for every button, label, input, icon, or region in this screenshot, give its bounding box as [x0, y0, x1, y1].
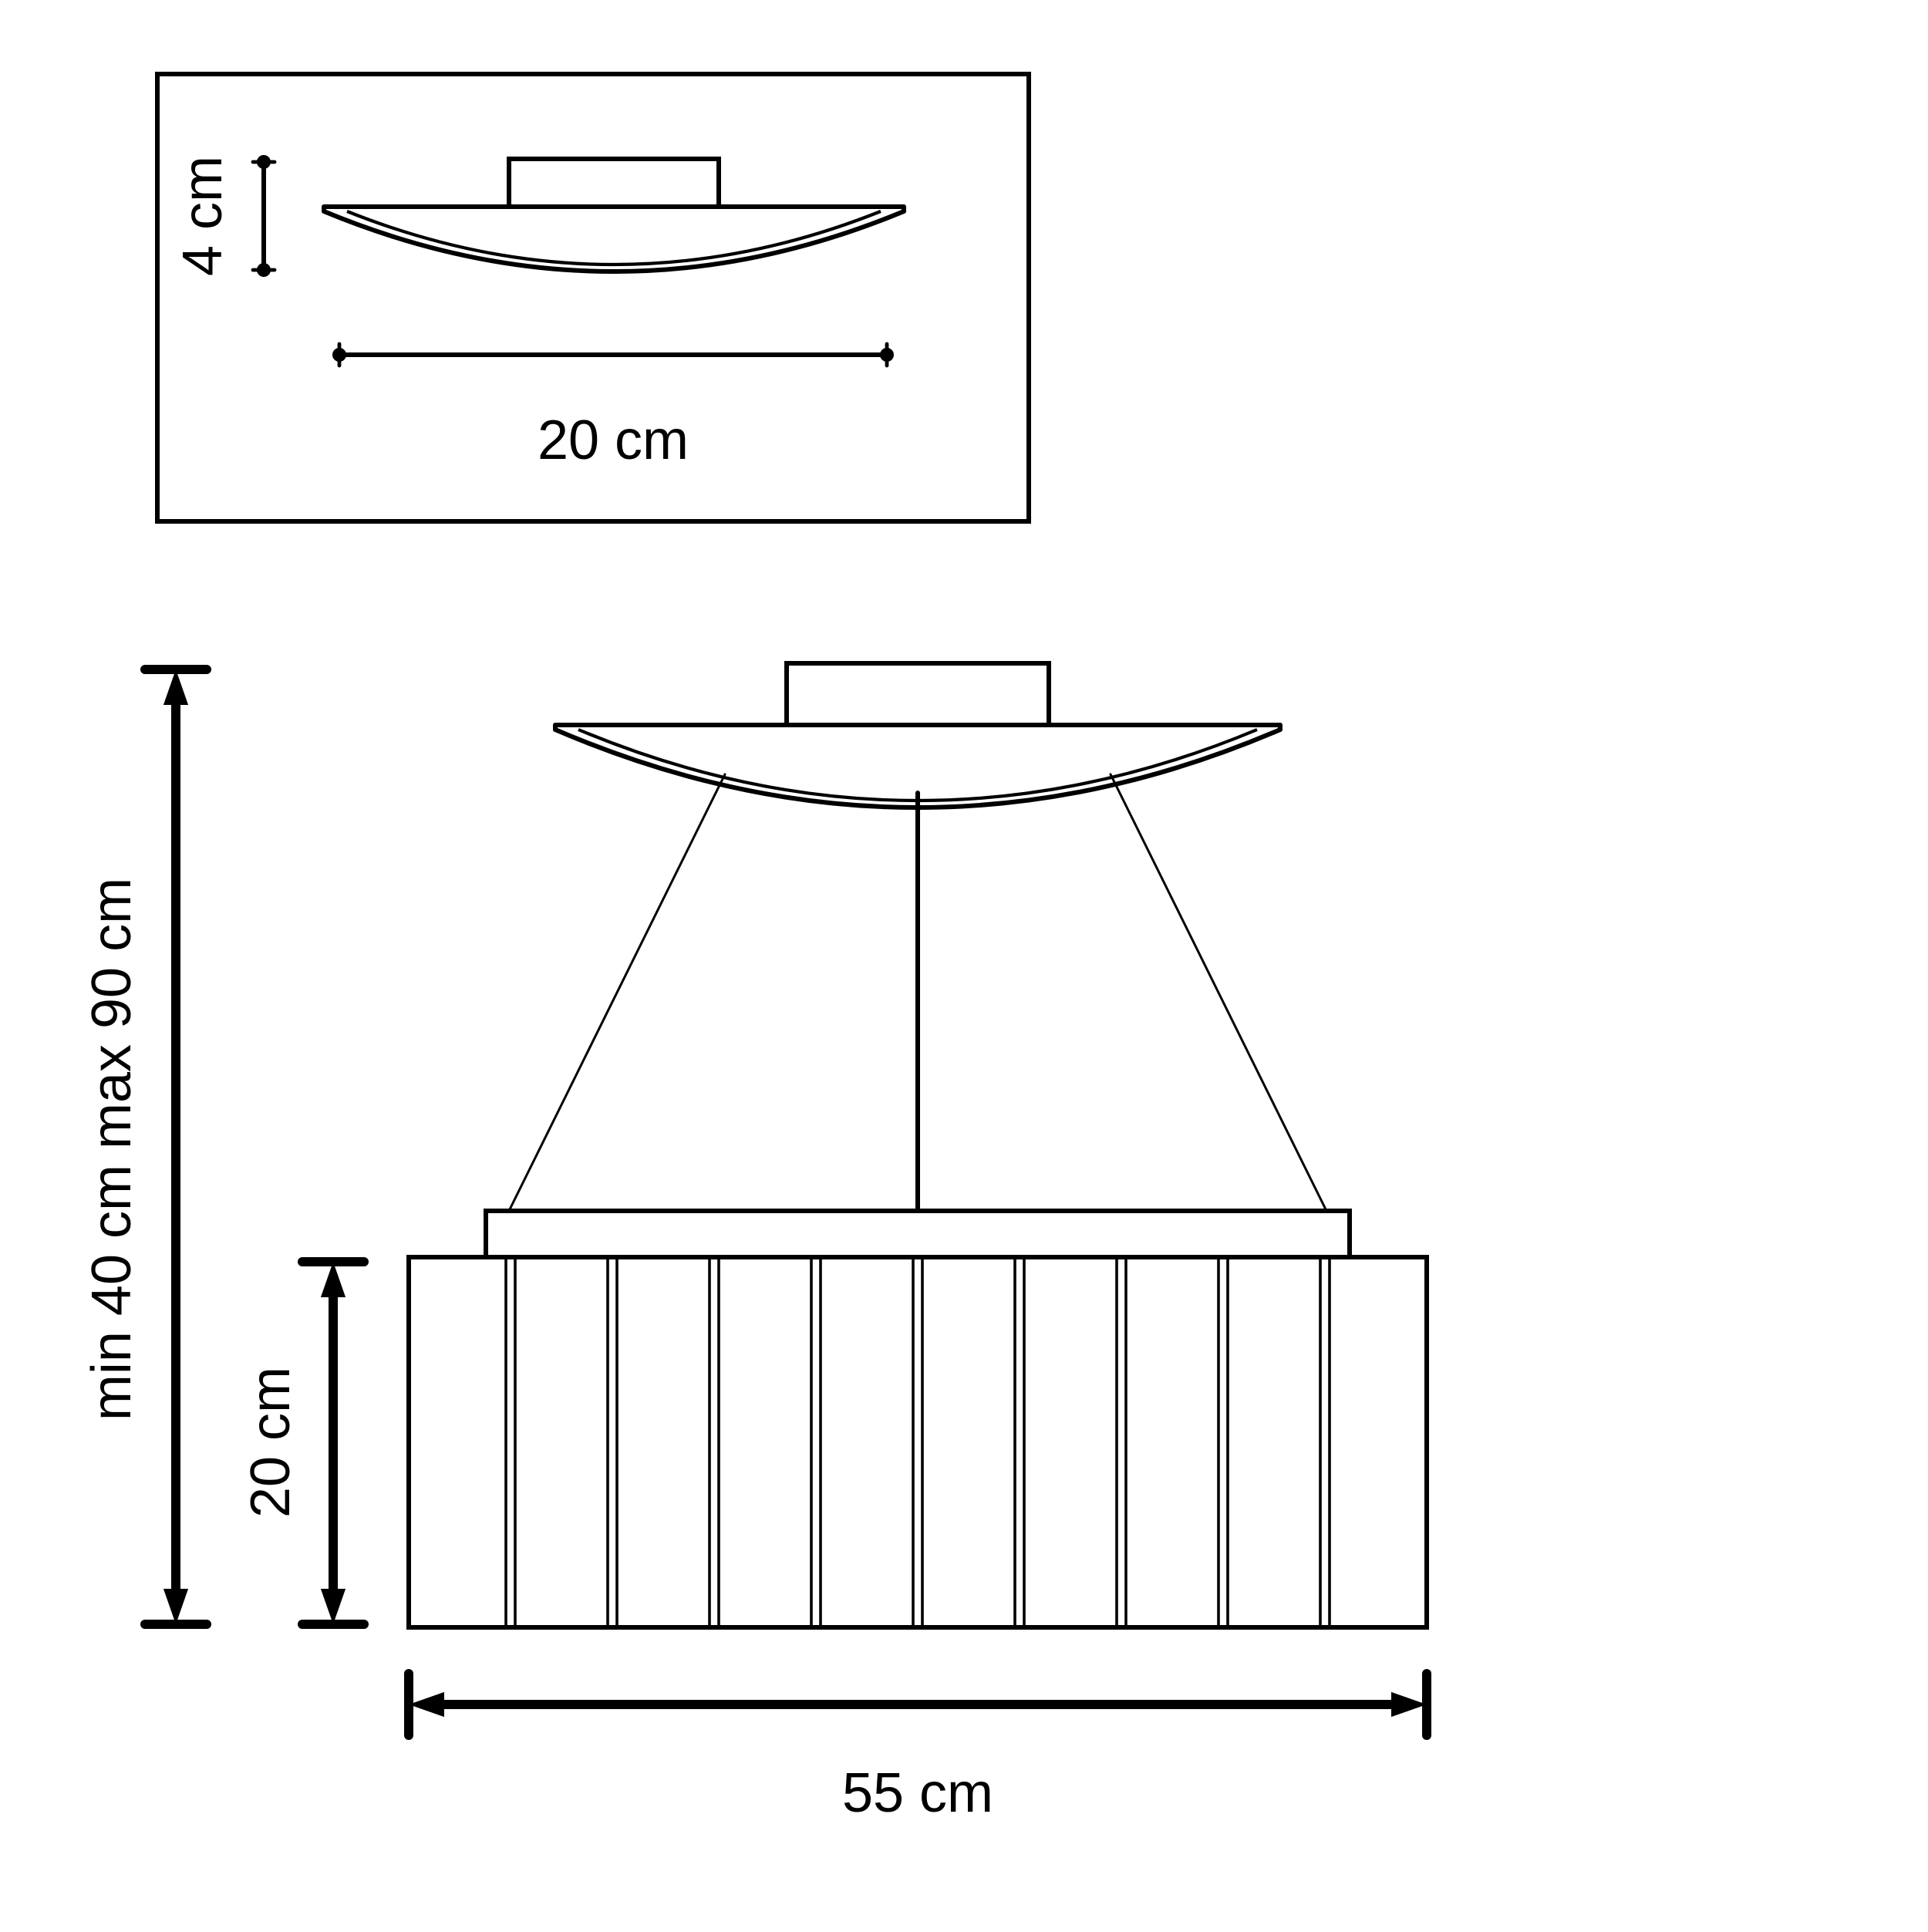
dim-label-shade-height: 20 cm [240, 1367, 302, 1518]
dim-label-20cm-top: 20 cm [538, 410, 689, 471]
dim-label-width: 55 cm [842, 1762, 993, 1824]
main-drawing: min 40 cm max 90 cm 20 cm 55 cm [81, 663, 1427, 1824]
detail-box: 4 cm 20 cm [157, 74, 1029, 521]
dim-label-total-height: min 40 cm max 90 cm [81, 878, 143, 1421]
dim-label-4cm: 4 cm [172, 156, 234, 276]
